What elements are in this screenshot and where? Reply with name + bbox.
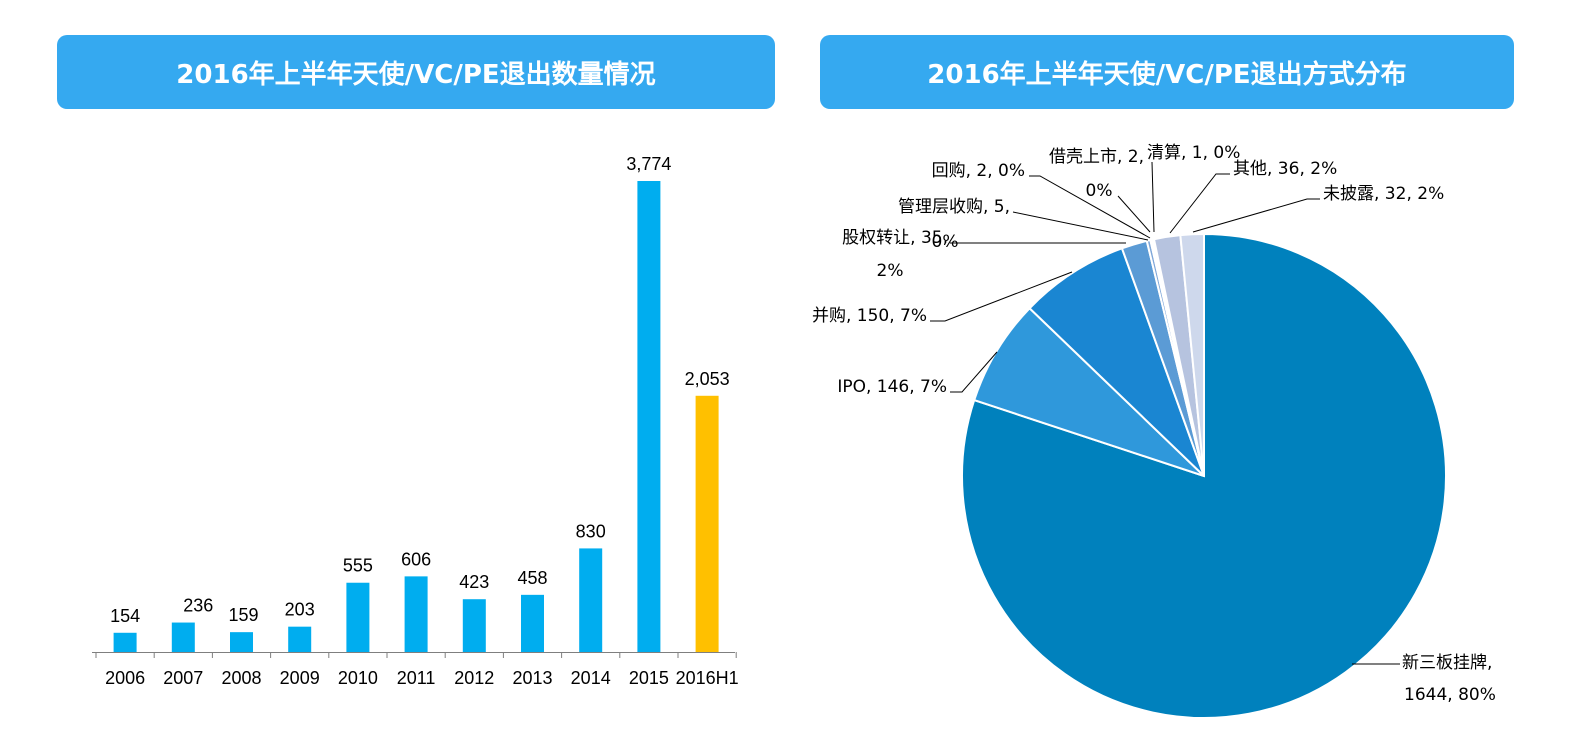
- bar-value-label: 159: [228, 605, 258, 625]
- x-tick-label: 2006: [105, 668, 145, 688]
- bar-value-label: 458: [517, 568, 547, 588]
- pie-slice-并购: [1028, 247, 1205, 477]
- bar-value-label: 236: [183, 596, 213, 616]
- x-tick-label: 2011: [397, 668, 436, 688]
- x-tick-label: 2015: [629, 668, 669, 688]
- pie-label-新三板挂牌: 新三板挂牌,: [1402, 653, 1492, 673]
- pie-slice-回购: [1149, 238, 1205, 477]
- bar-2006: [113, 632, 137, 652]
- bar-2008: [230, 632, 253, 652]
- bar-2015: [637, 181, 661, 652]
- bar-2012: [462, 599, 486, 652]
- x-tick-label: 2012: [454, 668, 494, 688]
- pie-label-清算: 清算, 1, 0%: [1147, 143, 1240, 163]
- pie-slice-股权转让: [1120, 239, 1205, 477]
- pie-slice-借壳上市: [1150, 238, 1205, 477]
- pie-label-新三板挂牌: 1644, 80%: [1404, 685, 1496, 705]
- leader-line: [1012, 211, 1149, 241]
- bar-value-label: 555: [343, 556, 373, 576]
- leader-line: [1192, 198, 1320, 233]
- x-tick-label: 2007: [163, 668, 203, 688]
- bar-value-label: 203: [285, 600, 315, 620]
- bar-2013: [521, 594, 544, 652]
- x-tick-label: 2016H1: [676, 668, 739, 688]
- x-tick-label: 2010: [338, 668, 378, 688]
- bar-value-label: 2,053: [685, 369, 730, 389]
- pie-slice-其他: [1152, 234, 1205, 477]
- bar-2014: [579, 548, 603, 652]
- pie-label-回购: 回购, 2, 0%: [932, 161, 1025, 181]
- bar-value-label: 830: [576, 521, 606, 541]
- pie-slice-新三板挂牌: [960, 232, 1447, 719]
- bar-value-label: 423: [459, 572, 489, 592]
- leader-line: [1117, 195, 1151, 233]
- pie-label-股权转让: 2%: [877, 261, 904, 281]
- bar-value-label: 3,774: [626, 154, 671, 174]
- bar-2010: [346, 582, 370, 652]
- pie-slice-未披露: [1179, 232, 1205, 477]
- leader-line: [1029, 175, 1151, 239]
- bar-chart: 2006 154 2007 236 2008 159 2009 203 2010 555 2011 6…: [92, 154, 739, 688]
- pie-label-借壳上市: 0%: [1086, 181, 1113, 201]
- x-tick-label: 2014: [571, 668, 611, 688]
- pie-label-并购: 并购, 150, 7%: [812, 306, 927, 326]
- pie-slice-清算: [1152, 238, 1205, 477]
- pie-chart-title: 2016年上半年天使/VC/PE退出方式分布: [820, 35, 1514, 109]
- pie-label-股权转让: 股权转让, 35,: [842, 228, 948, 248]
- pie-slice-IPO: [972, 306, 1205, 477]
- pie-label-其他: 其他, 36, 2%: [1233, 159, 1337, 179]
- pie-label-未披露: 未披露, 32, 2%: [1323, 184, 1444, 204]
- leader-line: [1169, 173, 1230, 234]
- pie-label-管理层收购: 管理层收购, 5,: [898, 197, 1010, 217]
- bar-2009: [288, 626, 312, 652]
- leader-line: [1151, 161, 1155, 233]
- bar-2016H1: [695, 395, 719, 652]
- bar-2007: [171, 622, 195, 652]
- pie-label-IPO: IPO, 146, 7%: [837, 377, 947, 397]
- bar-chart-title: 2016年上半年天使/VC/PE退出数量情况: [57, 35, 775, 109]
- pie-slice-管理层收购: [1145, 238, 1205, 477]
- leader-line: [930, 271, 1073, 322]
- bar-value-label: 154: [110, 606, 140, 626]
- x-tick-label: 2008: [221, 668, 261, 688]
- pie-label-借壳上市: 借壳上市, 2,: [1049, 147, 1144, 167]
- leader-line: [950, 351, 998, 393]
- x-tick-label: 2013: [512, 668, 552, 688]
- pie-label-管理层收购: 0%: [932, 232, 959, 252]
- x-tick-label: 2009: [280, 668, 320, 688]
- bar-2011: [404, 576, 428, 652]
- bar-value-label: 606: [401, 549, 431, 569]
